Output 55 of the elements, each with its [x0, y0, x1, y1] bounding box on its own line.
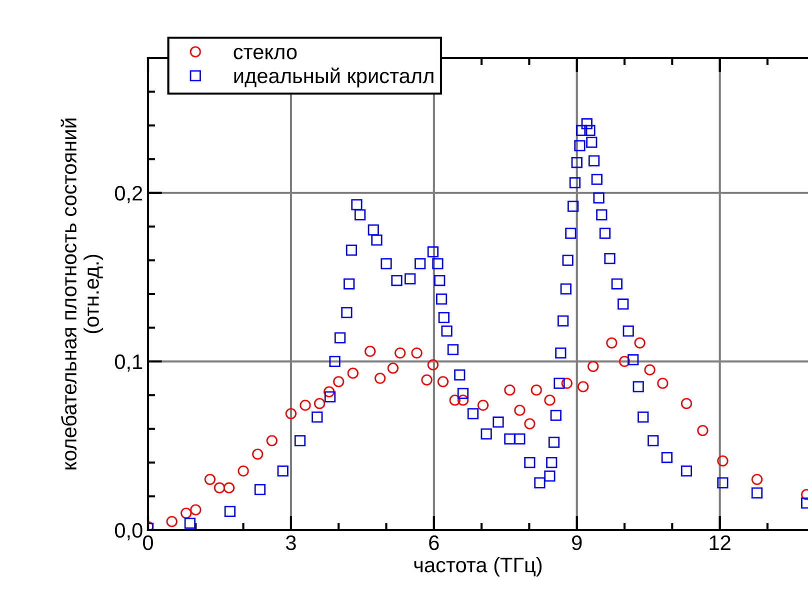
point: [437, 376, 449, 388]
point: [477, 400, 489, 411]
point: [504, 384, 516, 396]
y-tick-label: 0,2: [114, 186, 142, 204]
point: [427, 359, 439, 370]
point: [300, 400, 311, 411]
point: [204, 474, 216, 485]
point: [223, 482, 235, 494]
x-tick-label: 6: [429, 535, 439, 550]
point: [394, 347, 406, 359]
point: [530, 384, 542, 396]
legend-label: стекло: [234, 48, 297, 60]
point: [578, 381, 589, 392]
point: [314, 398, 326, 410]
point: [421, 374, 432, 386]
y-tick-label: 0,0: [114, 523, 142, 540]
point: [214, 482, 226, 494]
legend-label: идеальный кристалл: [234, 68, 434, 88]
point: [333, 376, 344, 388]
point: [180, 508, 192, 519]
point: [364, 346, 376, 357]
y-tick-label: 0,1: [114, 354, 142, 372]
point: [457, 394, 469, 406]
point: [561, 378, 572, 389]
point: [190, 504, 202, 516]
point: [697, 424, 708, 436]
x-tick-label: 3: [286, 535, 296, 550]
point: [324, 386, 335, 398]
point: [166, 516, 178, 528]
point: [680, 398, 692, 410]
point: [657, 378, 668, 389]
point: [514, 404, 526, 416]
point: [544, 394, 556, 406]
x-tick-label: 9: [572, 535, 582, 550]
x-axis-title: частота (ТГц): [414, 557, 542, 576]
point: [449, 394, 460, 406]
point: [751, 474, 763, 485]
point: [634, 337, 646, 348]
point: [266, 435, 278, 446]
point: [588, 360, 599, 372]
point: [285, 408, 297, 420]
x-tick-label: 0: [143, 535, 153, 550]
point: [644, 364, 656, 376]
point: [238, 465, 249, 477]
point: [347, 368, 358, 379]
point: [252, 448, 264, 460]
point: [411, 347, 422, 359]
x-tick-label: 12: [710, 535, 730, 550]
point: [387, 362, 398, 374]
point: [618, 356, 630, 367]
point: [606, 337, 618, 348]
point: [717, 455, 728, 466]
point: [524, 418, 536, 430]
y-axis-title: колебательная плотность состояний (отн.ед.): [60, 118, 104, 470]
point: [374, 372, 386, 384]
